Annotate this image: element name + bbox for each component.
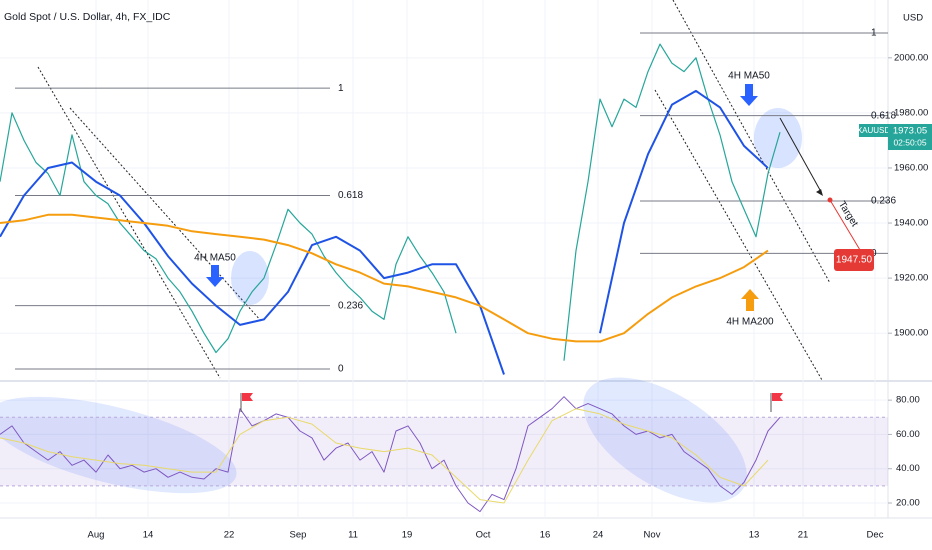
y-tick-label: 1980.00	[894, 107, 928, 118]
flag	[242, 393, 253, 401]
annotation: 4H MA50	[728, 71, 770, 82]
x-tick-label: 24	[593, 530, 604, 541]
annotations: 4H MA50 4H MA50 4H MA200 Target 1947.50 …	[4, 11, 932, 412]
rsi-band	[0, 417, 888, 486]
annotation: 4H MA200	[726, 317, 774, 328]
x-tick-label: Nov	[644, 530, 661, 541]
target-line	[829, 199, 861, 251]
countdown: 02:50:05	[893, 137, 926, 147]
fib-label: 0.618	[338, 190, 363, 201]
symbol-box	[859, 124, 888, 137]
target-dot	[827, 197, 833, 203]
last-price: 1973.05	[893, 126, 927, 137]
x-tick-label: 11	[348, 530, 358, 541]
x-tick-label: 13	[749, 530, 760, 541]
highlight-ellipse	[231, 251, 269, 305]
series-line	[0, 89, 769, 375]
x-tick-label: 16	[540, 530, 551, 541]
fib-label: 1	[871, 28, 877, 39]
y-tick-label: 40.00	[896, 463, 920, 474]
y-tick-label: 1900.00	[894, 328, 928, 339]
x-tick-label: Aug	[88, 530, 105, 541]
arrow	[206, 265, 224, 287]
y-tick-label: 20.00	[896, 498, 920, 509]
fib-label: 0.618	[871, 110, 896, 121]
x-tick-label: 14	[143, 530, 154, 541]
x-tick-label: Sep	[290, 530, 307, 541]
chart-title: Gold Spot / U.S. Dollar, 4h, FX_IDC	[4, 11, 171, 23]
x-tick-label: 19	[402, 530, 413, 541]
overlay	[0, 0, 888, 503]
symbol: XAUUSD	[857, 126, 891, 135]
fib-label: 0.236	[871, 196, 896, 207]
series-line	[0, 213, 769, 343]
fib-label: 0.236	[338, 300, 363, 311]
series-line	[0, 43, 781, 361]
channel-line	[37, 66, 221, 379]
arrow	[740, 84, 758, 106]
channel-line	[672, 0, 831, 284]
y-tick-label: 1940.00	[894, 218, 928, 229]
x-tick-label: Oct	[476, 530, 491, 541]
arrow-head	[816, 189, 823, 196]
y-tick-label: 2000.00	[894, 52, 928, 63]
fib-label: 1	[338, 83, 344, 94]
x-tick-label: Dec	[867, 530, 884, 541]
fib-label: 0	[338, 364, 344, 375]
y-tick-label: 1920.00	[894, 273, 928, 284]
flag	[772, 393, 783, 401]
target-price: 1947.50	[836, 255, 873, 266]
arrow	[741, 289, 759, 311]
arrow-line	[779, 117, 821, 191]
rsi-ellipse	[0, 396, 237, 494]
series-line	[0, 408, 769, 504]
currency: USD	[903, 13, 923, 24]
rsi-ellipse	[583, 377, 747, 503]
price-box	[888, 124, 932, 150]
target-box	[834, 249, 874, 271]
x-tick-label: 22	[224, 530, 235, 541]
series-line	[0, 396, 781, 513]
annotation: 4H MA50	[194, 253, 236, 264]
x-tick-label: 21	[798, 530, 809, 541]
y-tick-label: 1960.00	[894, 162, 928, 173]
y-tick-label: 60.00	[896, 429, 920, 440]
y-tick-label: 80.00	[896, 395, 920, 406]
